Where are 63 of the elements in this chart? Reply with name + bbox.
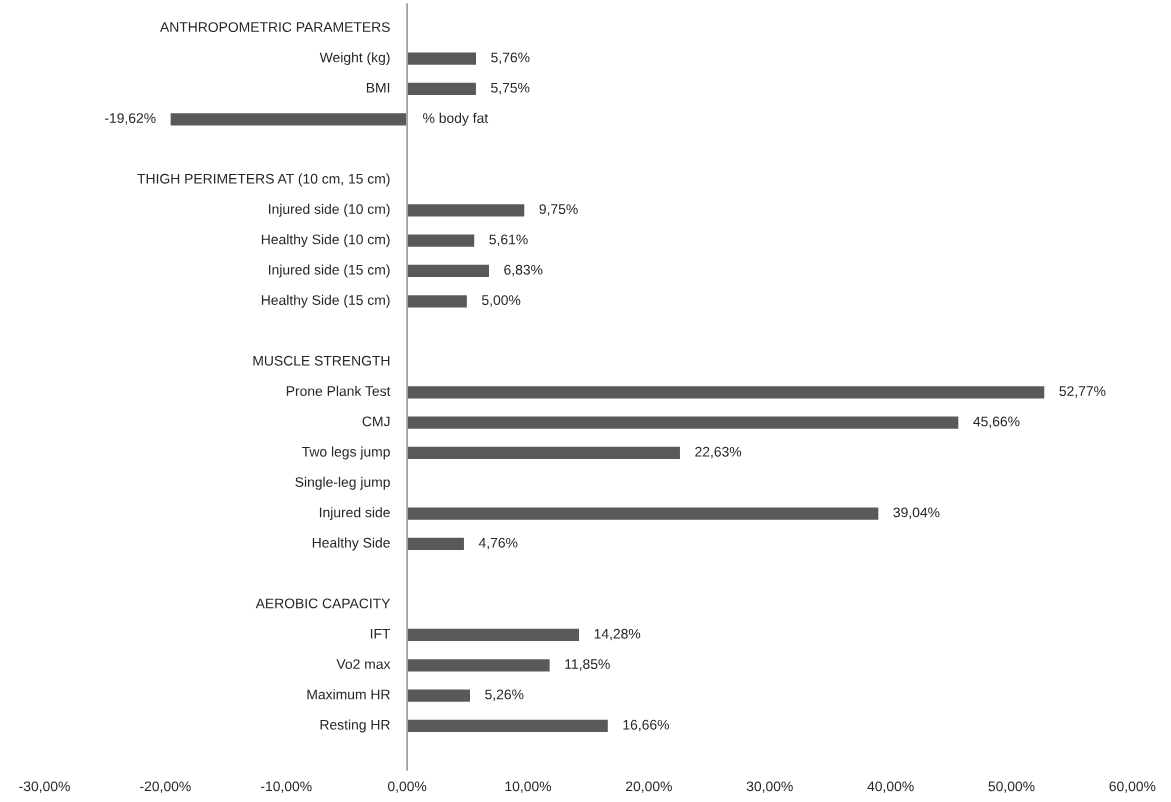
bar [406, 51, 478, 67]
data-label: 5,00% [482, 295, 521, 307]
y-tick-label: IFT [370, 628, 391, 639]
x-tick-label: 20,00% [626, 781, 672, 793]
data-label: 45,66% [973, 416, 1020, 428]
data-label: 5,61% [489, 234, 528, 246]
y-tick-label: Prone Plank Test [286, 385, 391, 396]
bar [406, 415, 960, 431]
data-label: 11,85% [565, 659, 610, 671]
bar [406, 384, 1046, 400]
y-tick-label: Healthy Side (10 cm) [261, 234, 390, 248]
data-label: 4,76% [478, 537, 518, 550]
y-tick-label: Injured side (10 cm) [269, 203, 390, 217]
bar [406, 688, 472, 704]
bar [406, 445, 682, 461]
y-tick-label: Single-leg jump [295, 476, 390, 490]
y-tick-label: % body fat [423, 112, 489, 126]
data-label: 52,77% [1059, 386, 1106, 398]
y-tick-label: BMI [366, 82, 390, 93]
bar [406, 293, 469, 309]
y-tick-label: Weight (kg) [319, 52, 390, 66]
y-tick-label: AEROBIC CAPACITY [255, 598, 391, 609]
y-tick-label: Healthy Side [312, 537, 390, 551]
x-tick-label: 40,00% [867, 781, 914, 793]
bar [406, 233, 476, 249]
x-tick-label: 60,00% [1109, 781, 1156, 793]
y-tick-label: Two legs jump [301, 446, 390, 460]
bar [406, 263, 491, 279]
data-label: 5,76% [491, 52, 530, 64]
bar [406, 627, 581, 643]
data-label: 22,63% [695, 446, 742, 459]
x-tick-label: 10,00% [505, 781, 552, 793]
data-label: -19,62% [104, 113, 156, 125]
data-label: 14,28% [594, 628, 641, 641]
y-tick-label: MUSCLE STRENGTH [253, 355, 390, 366]
y-tick-label: THIGH PERIMETERS AT (10 cm, 15 cm) [137, 173, 390, 187]
bar [406, 202, 526, 218]
bar [406, 718, 610, 734]
x-tick-label: -20,00% [140, 781, 191, 793]
data-label: 5,26% [485, 689, 524, 701]
x-tick-label: 30,00% [746, 781, 793, 793]
y-tick-label: Injured side [319, 507, 390, 521]
y-tick-label: CMJ [362, 416, 390, 427]
bar [406, 536, 466, 552]
data-label: 16,66% [623, 719, 669, 732]
data-label: 39,04% [893, 507, 940, 519]
data-label: 5,75% [491, 82, 530, 95]
y-tick-label: Vo2 max [336, 659, 391, 669]
x-tick-label: 0,00% [387, 781, 427, 793]
data-label: 6,83% [504, 264, 543, 277]
y-tick-label: Healthy Side (15 cm) [261, 294, 390, 308]
y-tick-label: Maximum HR [307, 689, 390, 700]
bar [406, 657, 552, 673]
bar [169, 111, 408, 127]
x-tick-label: -10,00% [261, 781, 312, 793]
bar [406, 81, 478, 97]
x-tick-label: 50,00% [988, 781, 1035, 793]
y-tick-label: Injured side (15 cm) [269, 264, 390, 278]
data-label: 9,75% [539, 204, 578, 216]
y-tick-label: Resting HR [320, 719, 390, 733]
x-tick-label: -30,00% [19, 781, 70, 793]
y-tick-label: ANTHROPOMETRIC PARAMETERS [160, 22, 390, 32]
bar [406, 506, 880, 522]
